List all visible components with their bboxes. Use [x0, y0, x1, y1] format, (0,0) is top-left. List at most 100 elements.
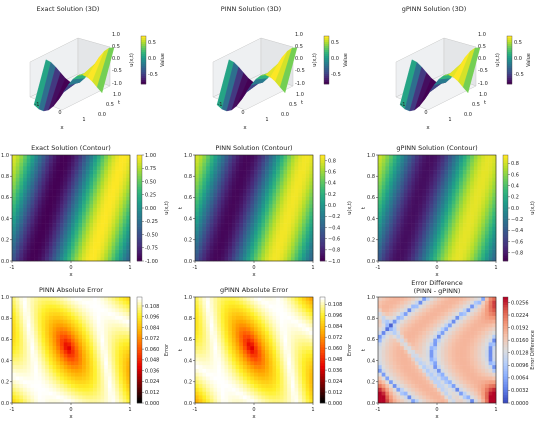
heatmap-cell: [115, 245, 120, 250]
colorbar-cell: [137, 379, 142, 383]
heatmap-cell: [492, 170, 497, 175]
colorbar-cell: [141, 52, 146, 55]
heatmap-cell: [122, 384, 127, 389]
heatmap-cell: [451, 211, 456, 216]
heatmap-cell: [294, 238, 299, 243]
heatmap-cell: [298, 226, 303, 231]
heatmap-cell: [425, 170, 430, 175]
colorbar-cell: [137, 223, 142, 227]
heatmap-cell: [228, 350, 233, 355]
heatmap-cell: [290, 223, 295, 228]
heatmap-cell: [290, 257, 295, 262]
heatmap-cell: [228, 297, 233, 302]
heatmap-cell: [279, 158, 284, 163]
heatmap-cell: [195, 192, 199, 197]
heatmap-cell: [26, 297, 31, 302]
heatmap-cell: [309, 361, 314, 366]
heatmap-cell: [52, 162, 57, 167]
heatmap-cell: [67, 376, 72, 381]
heatmap-cell: [392, 223, 397, 228]
heatmap-cell: [93, 338, 98, 343]
heatmap-cell: [63, 315, 68, 320]
heatmap-cell: [85, 192, 90, 197]
heatmap-cell: [220, 230, 225, 235]
heatmap-cell: [63, 334, 68, 339]
heatmap-cell: [301, 300, 306, 305]
heatmap-cell: [385, 230, 390, 235]
heatmap-cell: [250, 319, 255, 324]
heatmap-cell: [283, 315, 288, 320]
heatmap-cell: [213, 196, 218, 201]
heatmap-cell: [89, 226, 94, 231]
heatmap-cell: [195, 319, 199, 324]
heatmap-cell: [206, 327, 210, 332]
heatmap-cell: [195, 238, 199, 243]
heatmap-cell: [100, 253, 105, 258]
heatmap-cell: [82, 162, 86, 167]
heatmap-cell: [202, 308, 207, 313]
heatmap-cell: [30, 185, 35, 190]
heatmap-cell: [78, 245, 83, 250]
heatmap-cell: [89, 219, 94, 224]
heatmap-cell: [228, 300, 233, 305]
heatmap-cell: [305, 226, 310, 231]
heatmap-cell: [15, 181, 20, 186]
colorbar-cell: [137, 168, 142, 172]
heatmap-cell: [254, 226, 258, 231]
heatmap-cell: [12, 242, 16, 247]
heatmap-cell: [287, 391, 292, 396]
x-tick-label: -1: [376, 265, 381, 271]
heatmap-cell: [85, 312, 90, 317]
heatmap-cell: [74, 230, 79, 235]
colorbar-tick-label: -0.5: [148, 72, 158, 78]
heatmap-cell: [290, 253, 295, 258]
heatmap-cell: [279, 177, 284, 182]
heatmap-cell: [195, 196, 199, 201]
heatmap-cell: [85, 323, 90, 328]
heatmap-cell: [52, 304, 57, 309]
heatmap-cell: [268, 257, 273, 262]
heatmap-cell: [195, 173, 199, 178]
heatmap-cell: [224, 323, 229, 328]
heatmap-cell: [381, 181, 386, 186]
heatmap-cell: [265, 185, 269, 190]
heatmap-cell: [287, 219, 292, 224]
heatmap-cell: [305, 215, 310, 220]
heatmap-cell: [122, 380, 127, 385]
heatmap-cell: [396, 170, 401, 175]
heatmap-cell: [228, 346, 233, 351]
heatmap-cell: [12, 211, 16, 216]
heatmap-cell: [93, 361, 98, 366]
heatmap-cell: [411, 245, 416, 250]
heatmap-cell: [272, 230, 277, 235]
heatmap-cell: [89, 368, 94, 373]
heatmap-cell: [63, 312, 68, 317]
heatmap-cell: [287, 300, 292, 305]
heatmap-cell: [12, 357, 16, 362]
heatmap-cell: [52, 376, 57, 381]
heatmap-cell: [195, 189, 199, 194]
heatmap-cell: [231, 384, 236, 389]
heatmap-cell: [126, 338, 131, 343]
heatmap-cell: [45, 181, 50, 186]
heatmap-cell: [378, 215, 382, 220]
heatmap-cell: [272, 192, 277, 197]
heatmap-cell: [477, 226, 482, 231]
heatmap-cell: [246, 327, 251, 332]
heatmap-cell: [85, 166, 90, 171]
colorbar-cell: [137, 363, 142, 367]
heatmap-cell: [261, 368, 266, 373]
heatmap-cell: [67, 380, 72, 385]
heatmap-cell: [85, 338, 90, 343]
heatmap-cell: [224, 215, 229, 220]
heatmap-cell: [279, 380, 284, 385]
x-tick-label: -1: [10, 265, 15, 271]
heatmap-cell: [30, 323, 35, 328]
z-tick-label: 0.0: [478, 56, 486, 62]
heatmap-cell: [261, 196, 266, 201]
heatmap-cell: [261, 257, 266, 262]
colorbar-cell: [137, 400, 142, 404]
heatmap-cell: [429, 230, 434, 235]
heatmap-cell: [126, 181, 131, 186]
heatmap-cell: [224, 257, 229, 262]
